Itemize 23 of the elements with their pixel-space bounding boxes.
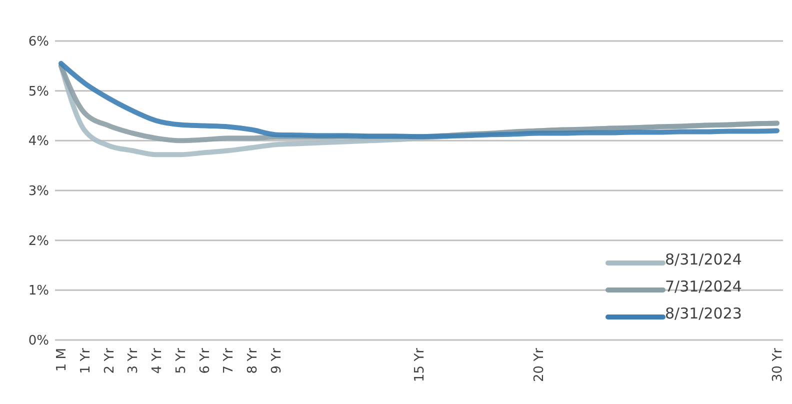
y-tick-label: 4% <box>28 134 49 150</box>
x-tick-label: 15 Yr <box>412 347 428 382</box>
x-tick-label: 9 Yr <box>269 347 284 374</box>
x-tick-label: 8 Yr <box>245 347 260 374</box>
x-tick-label: 4 Yr <box>150 347 166 374</box>
y-tick-label: 1% <box>28 284 49 299</box>
y-tick-label: 3% <box>28 184 49 200</box>
legend-label: 8/31/2023 <box>665 304 742 322</box>
x-tick-label: 5 Yr <box>174 347 189 374</box>
legend-label: 7/31/2024 <box>665 278 742 296</box>
x-tick-label: 30 Yr <box>770 347 786 382</box>
x-tick-label: 2 Yr <box>102 347 118 374</box>
x-tick-label: 1 Yr <box>78 347 94 374</box>
x-tick-label: 1 M <box>54 348 70 372</box>
y-tick-label: 0% <box>28 334 49 349</box>
y-tick-label: 6% <box>28 34 49 50</box>
x-tick-label: 20 Yr <box>532 347 547 382</box>
y-tick-label: 5% <box>28 84 49 100</box>
y-tick-label: 2% <box>28 234 49 249</box>
legend-label: 8/31/2024 <box>665 250 742 268</box>
x-tick-label: 7 Yr <box>222 347 237 374</box>
x-tick-label: 3 Yr <box>126 347 142 374</box>
x-tick-label: 6 Yr <box>198 347 213 374</box>
